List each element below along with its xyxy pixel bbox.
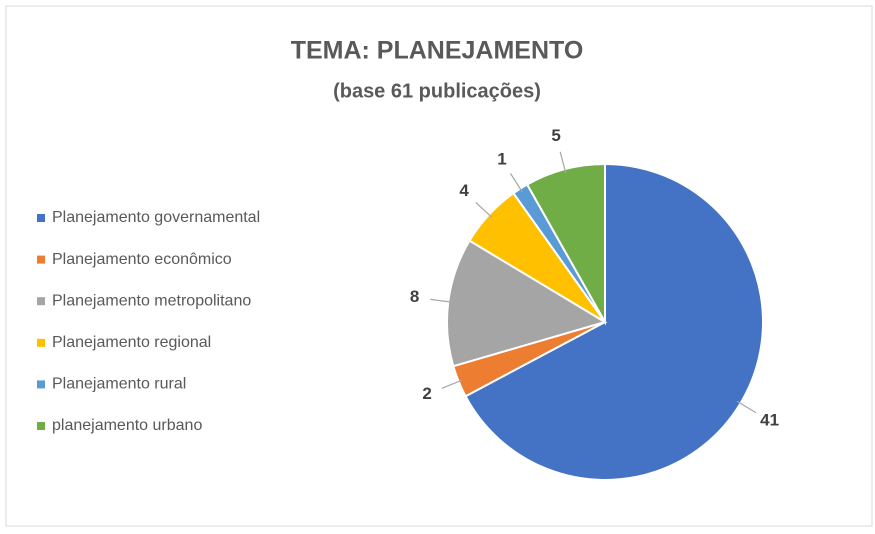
data-label: 8 <box>410 287 419 306</box>
legend-label: Planejamento rural <box>52 376 186 393</box>
legend-label: Planejamento econômico <box>52 251 232 268</box>
leader-line <box>430 298 453 303</box>
legend-label: Planejamento governamental <box>52 209 260 226</box>
data-label: 4 <box>459 181 469 200</box>
legend-label: Planejamento regional <box>52 334 211 351</box>
data-label: 41 <box>760 410 779 429</box>
legend-swatch <box>37 297 45 306</box>
legend-swatch <box>37 255 45 264</box>
data-label: 2 <box>422 384 431 403</box>
legend-label: Planejamento metropolitano <box>52 292 251 309</box>
leader-line <box>559 151 567 174</box>
chart-title: TEMA: PLANEJAMENTO <box>291 37 584 65</box>
leader-line <box>441 379 463 389</box>
data-label: 5 <box>551 126 560 145</box>
leader-line <box>510 173 523 193</box>
legend-swatch <box>37 338 45 347</box>
legend-swatch <box>37 214 45 222</box>
chart-subtitle: (base 61 publicações) <box>333 80 541 102</box>
legend-label: planejamento urbano <box>52 417 202 434</box>
leader-line <box>475 202 493 218</box>
leader-line <box>736 400 757 414</box>
legend-swatch <box>37 380 45 389</box>
data-label: 1 <box>497 149 506 168</box>
legend-swatch <box>37 422 45 430</box>
